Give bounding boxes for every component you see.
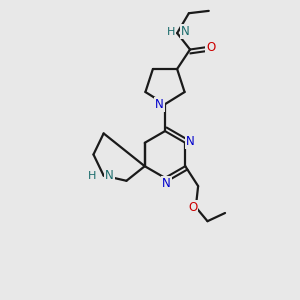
Text: N: N (155, 98, 164, 111)
Text: N: N (105, 169, 114, 182)
Text: O: O (188, 201, 197, 214)
Text: N: N (186, 135, 195, 148)
Text: O: O (206, 41, 215, 54)
Text: H: H (167, 27, 175, 37)
Text: H: H (88, 171, 96, 181)
Text: N: N (162, 177, 171, 190)
Text: N: N (181, 25, 190, 38)
